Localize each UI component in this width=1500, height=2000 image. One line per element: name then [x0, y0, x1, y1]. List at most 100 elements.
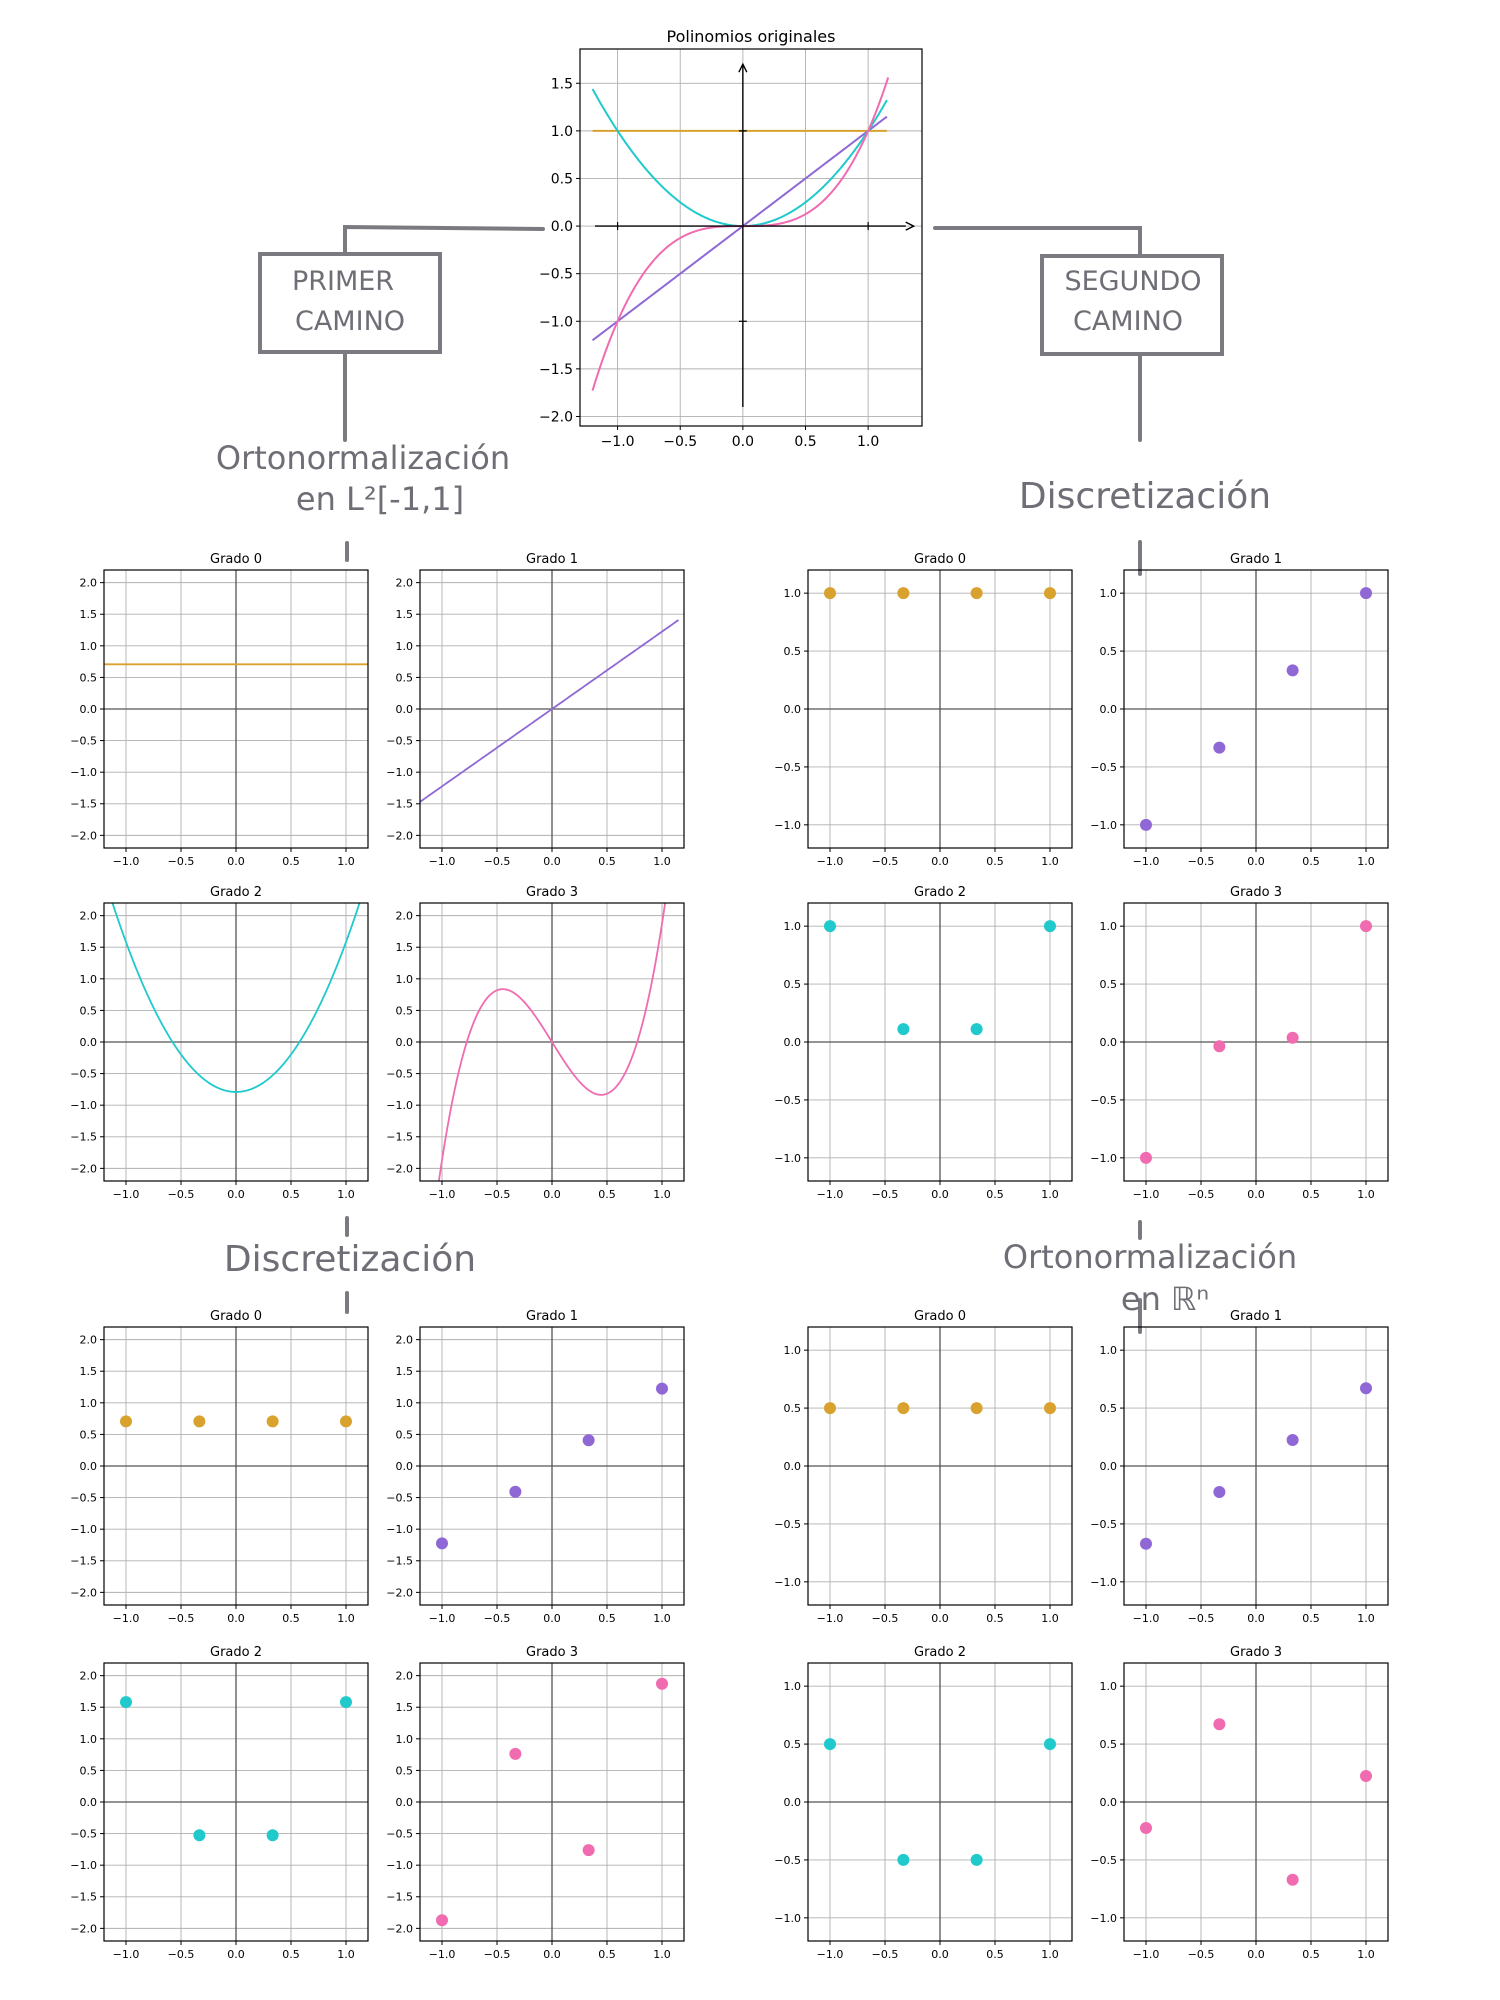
- right-discrete-panel-1: −1.0 −0.5 0.0 0.5 1.0 −1.0 −0.5 0.0 0.5 1.0 Grado …: [1090, 552, 1389, 868]
- right-ortho-rn-panel-1-ytick-label: −1.0: [1090, 1576, 1117, 1589]
- left-discrete-panel-1-title: Grado 1: [526, 1309, 578, 1324]
- top-chart-ytick-label: 1.0: [551, 124, 573, 140]
- right-ortho-rn-panel-3-point: [1286, 1873, 1299, 1886]
- left-discrete-panel-0-ytick-label: −1.0: [70, 1523, 97, 1536]
- right-ortho-rn-panel-0-ytick-label: 0.0: [784, 1460, 802, 1473]
- right-discrete-panel-2-ytick-label: −1.0: [774, 1152, 801, 1165]
- left-ortho-l2-panel-0-title: Grado 0: [210, 552, 262, 567]
- left-ortho-l2-panel-0-xtick-label: 0.5: [282, 855, 300, 868]
- right-discrete-panel-3-point: [1140, 1151, 1152, 1164]
- right-ortho-rn-panel-2: −1.0 −0.5 0.0 0.5 1.0 −1.0 −0.5 0.0 0.5 1.0 Grado …: [774, 1645, 1073, 1961]
- left-ortho-l2-panel-0-ytick-label: 0.0: [80, 703, 98, 716]
- right-ortho-rn-panel-0-xtick-label: −0.5: [872, 1612, 899, 1625]
- left-discrete-panel-1-point: [582, 1434, 595, 1447]
- right-ortho-rn-panel-0-point: [970, 1402, 983, 1415]
- right-discrete-panel-1-xtick-label: 1.0: [1357, 855, 1375, 868]
- left-discrete-panel-1-point: [509, 1485, 522, 1498]
- left-discrete-panel-2-ytick-label: −1.5: [70, 1891, 97, 1904]
- left-discrete-panel-2: −1.0 −0.5 0.0 0.5 1.0 −2.0 −1.5 −1.0 −0.5 0.0 0.5 1…: [70, 1645, 369, 1961]
- left-discrete-panel-3-ytick-label: 0.5: [396, 1764, 414, 1777]
- left-discrete-panel-0-ytick-label: 2.0: [80, 1334, 98, 1347]
- left-ortho-l2-panel-3-ytick-label: 1.0: [396, 973, 414, 986]
- left-discrete-panel-3-xtick-label: 0.0: [543, 1948, 561, 1961]
- left-discrete-panel-2-xtick-label: −1.0: [113, 1948, 140, 1961]
- left-ortho-l2-panel-3-xtick-label: 0.5: [598, 1188, 616, 1201]
- left-ortho-l2-panel-0-xtick-label: 0.0: [227, 855, 245, 868]
- left-ortho-l2-panel-1-ytick-label: 0.5: [396, 671, 414, 684]
- left-discrete-panel-3-ytick-label: 0.0: [396, 1796, 414, 1809]
- right-ortho-rn-panel-2-xtick-label: −0.5: [872, 1948, 899, 1961]
- left-discrete-panel-0: −1.0 −0.5 0.0 0.5 1.0 −2.0 −1.5 −1.0 −0.5 0.0 0.5 1…: [70, 1309, 369, 1625]
- left-discrete-panel-0-xtick-label: 1.0: [337, 1612, 355, 1625]
- top-chart-title: Polinomios originales: [667, 27, 836, 46]
- left-discrete-panel-3: −1.0 −0.5 0.0 0.5 1.0 −2.0 −1.5 −1.0 −0.5 0.0 0.5 1…: [386, 1645, 685, 1961]
- right-ortho-rn-panel-3-title: Grado 3: [1230, 1645, 1282, 1660]
- left-discrete-panel-3-ytick-label: 2.0: [396, 1670, 414, 1683]
- left-ortho-l2-panel-2-ytick-label: −1.5: [70, 1131, 97, 1144]
- right-ortho-rn-panel-1: −1.0 −0.5 0.0 0.5 1.0 −1.0 −0.5 0.0 0.5 1.0 Grado …: [1090, 1309, 1389, 1625]
- right-discrete-panel-3-ytick-label: 1.0: [1100, 920, 1118, 933]
- right-discrete-panel-3-ytick-label: 0.5: [1100, 978, 1118, 991]
- left-ortho-l2-panel-0-xtick-label: −0.5: [168, 855, 195, 868]
- left-ortho-l2-panel-0-ytick-label: 2.0: [80, 577, 98, 590]
- left-discrete-panel-0-point: [266, 1415, 279, 1428]
- right-step1: Discretización: [1019, 476, 1271, 517]
- left-discrete-panel-1-ytick-label: −1.5: [386, 1555, 413, 1568]
- right-ortho-rn-panel-1-point: [1213, 1485, 1226, 1498]
- right-discrete-panel-3-ytick-label: −1.0: [1090, 1152, 1117, 1165]
- right-discrete-panel-1-xtick-label: −1.0: [1133, 855, 1160, 868]
- right-ortho-rn-panel-2-xtick-label: 1.0: [1041, 1948, 1059, 1961]
- right-ortho-rn-panel-1-ytick-label: −0.5: [1090, 1518, 1117, 1531]
- left-ortho-l2-panel-2-ytick-label: −2.0: [70, 1162, 97, 1175]
- right-discrete-panel-2-xtick-label: −1.0: [817, 1188, 844, 1201]
- left-ortho-l2-panel-3-frame: [419, 902, 685, 1182]
- left-ortho-l2-panel-3-plot-area: [437, 903, 667, 1181]
- left-ortho-l2-panel-3-xtick-label: −0.5: [484, 1188, 511, 1201]
- left-discrete-panel-2-frame: [103, 1662, 369, 1942]
- right-discrete-panel-2-frame: [807, 902, 1073, 1182]
- left-ortho-l2-panel-3-xtick-label: 0.0: [543, 1188, 561, 1201]
- segundo-camino-box: [1040, 254, 1224, 356]
- left-discrete-panel-2-ytick-label: −1.0: [70, 1859, 97, 1872]
- right-discrete-panel-1-ytick-label: 0.0: [1100, 703, 1118, 716]
- right-ortho-rn-panel-0-xtick-label: 1.0: [1041, 1612, 1059, 1625]
- right-discrete-panel-3-xtick-label: 1.0: [1357, 1188, 1375, 1201]
- right-discrete-panel-2-ytick-label: 1.0: [784, 920, 802, 933]
- left-ortho-l2-panel-0-ytick-label: −2.0: [70, 829, 97, 842]
- top-chart-series-grado-1: [591, 115, 888, 342]
- left-discrete-panel-3-ytick-label: 1.5: [396, 1701, 414, 1714]
- right-discrete-panel-1-point: [1360, 587, 1372, 600]
- left-ortho-l2-panel-0-ytick-label: −1.0: [70, 766, 97, 779]
- right-ortho-rn-panel-2-frame: [807, 1662, 1073, 1942]
- primer-camino-label-line1: PRIMER: [292, 266, 394, 297]
- left-ortho-l2-panel-0-frame: [103, 569, 369, 849]
- right-discrete-panel-3-xtick-label: 0.5: [1302, 1188, 1320, 1201]
- left-ortho-l2-panel-3-ytick-label: 1.5: [396, 941, 414, 954]
- left-discrete-panel-1-ytick-label: 0.0: [396, 1460, 414, 1473]
- left-step2: Discretización: [224, 1239, 476, 1280]
- left-discrete-panel-3-xtick-label: 1.0: [653, 1948, 671, 1961]
- left-ortho-l2-panel-2-xtick-label: 1.0: [337, 1188, 355, 1201]
- right-ortho-rn-panel-2-ytick-label: −0.5: [774, 1854, 801, 1867]
- right-ortho-rn-panel-2-point: [1044, 1738, 1056, 1751]
- right-ortho-rn-panel-1-xtick-label: 0.0: [1247, 1612, 1265, 1625]
- left-discrete-panel-1-ytick-label: 2.0: [396, 1334, 414, 1347]
- top-chart-y-arrow: [738, 62, 748, 73]
- left-ortho-l2-panel-2-ytick-label: 1.0: [80, 973, 98, 986]
- left-discrete-panel-0-xtick-label: 0.5: [282, 1612, 300, 1625]
- left-ortho-l2-panel-1-ytick-label: −1.0: [386, 766, 413, 779]
- right-discrete-panel-2-title: Grado 2: [914, 885, 966, 900]
- right-ortho-rn-panel-3-ytick-label: 0.5: [1100, 1738, 1118, 1751]
- left-ortho-l2-panel-2-ytick-label: 0.5: [80, 1004, 98, 1017]
- left-ortho-l2-panel-2-curve: [111, 903, 361, 1093]
- right-ortho-rn-panel-3-ytick-label: 0.0: [1100, 1796, 1118, 1809]
- right-discrete-panel-2: −1.0 −0.5 0.0 0.5 1.0 −1.0 −0.5 0.0 0.5 1.0 Grado …: [774, 885, 1073, 1201]
- left-step1-line2: en L²[-1,1]: [296, 480, 464, 518]
- right-discrete-panel-0-xtick-label: 0.0: [931, 855, 949, 868]
- right-discrete-panel-3-point: [1286, 1031, 1299, 1044]
- left-discrete-panel-0-xtick-label: −1.0: [113, 1612, 140, 1625]
- left-discrete-panel-2-xtick-label: 0.5: [282, 1948, 300, 1961]
- left-ortho-l2-panel-2-frame: [103, 902, 369, 1182]
- right-ortho-rn-panel-0-ytick-label: −0.5: [774, 1518, 801, 1531]
